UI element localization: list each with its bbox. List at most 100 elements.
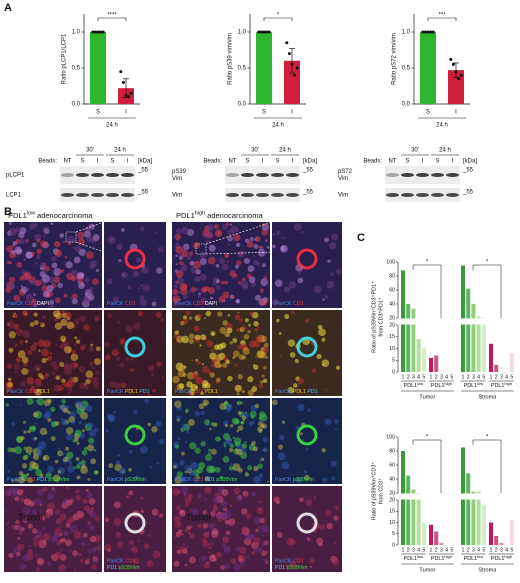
cell xyxy=(204,497,208,501)
cell xyxy=(23,362,28,367)
cell xyxy=(8,229,11,233)
cell xyxy=(39,515,46,521)
subgroup-sup: low xyxy=(477,381,483,386)
zoom-guide xyxy=(75,241,105,253)
cell xyxy=(227,314,231,317)
subgroup-label: PDL1low xyxy=(404,381,424,389)
cell xyxy=(237,344,243,350)
cell xyxy=(240,532,244,536)
cell xyxy=(222,543,227,548)
subgroup-name: PDL1 xyxy=(464,383,478,389)
x-tick-label: 1 xyxy=(430,547,433,553)
cell xyxy=(91,564,97,570)
subgroup-name: PDL1 xyxy=(431,556,445,562)
cell xyxy=(17,350,26,359)
cell xyxy=(251,492,257,497)
cell xyxy=(151,508,159,516)
cell xyxy=(7,447,13,453)
cell xyxy=(258,473,263,478)
x-tick-label: 5 xyxy=(482,547,485,553)
cell xyxy=(49,352,53,356)
cell xyxy=(263,447,269,453)
y-tick-label: 80 xyxy=(389,448,395,454)
blot-band xyxy=(61,193,74,197)
cell xyxy=(75,339,81,344)
blot-row-label: Vim xyxy=(172,193,182,199)
data-point xyxy=(426,30,430,34)
cell xyxy=(322,298,325,301)
cell xyxy=(212,496,221,504)
channel-label: PanCK pS39Vim xyxy=(275,477,314,483)
cell xyxy=(186,545,189,549)
cell xyxy=(176,335,184,343)
micrograph xyxy=(272,222,342,308)
cell xyxy=(188,316,193,320)
cell xyxy=(185,310,191,316)
significance: * xyxy=(486,260,489,266)
cell xyxy=(91,278,99,286)
cell xyxy=(202,379,209,387)
significance: **** xyxy=(107,13,117,19)
x-tick-label: 4 xyxy=(417,374,420,380)
cell xyxy=(90,458,97,465)
channel-label: PD1 pS39Vim xyxy=(107,565,140,571)
blot-band xyxy=(416,193,429,197)
cell xyxy=(190,391,195,396)
channel-label: PanCK CD3 xyxy=(275,301,303,307)
cell xyxy=(79,272,85,278)
y-axis-title: from CD3⁺ xyxy=(378,478,384,504)
cell xyxy=(258,383,264,388)
cell xyxy=(51,255,57,262)
subgroup-label: PDL1low xyxy=(464,381,484,389)
blot-band xyxy=(401,173,414,177)
cell xyxy=(194,478,199,483)
cell xyxy=(178,291,181,294)
marker-label: _55 xyxy=(137,168,149,174)
data-point xyxy=(431,30,435,34)
column-title: PDL1high adenocarcinoma xyxy=(176,211,263,220)
cell xyxy=(217,311,223,317)
cell xyxy=(325,510,332,517)
x-tick-label: 5 xyxy=(482,374,485,380)
cell xyxy=(65,446,70,451)
cell xyxy=(276,500,281,505)
cell xyxy=(191,372,199,380)
cell xyxy=(245,513,251,519)
cell xyxy=(8,552,14,559)
cell xyxy=(20,435,25,440)
channel-name: CD3 xyxy=(193,301,203,307)
cell xyxy=(84,559,90,565)
cell xyxy=(205,310,212,317)
unit-label: [kDa] xyxy=(303,159,317,165)
y-tick-label: 60 xyxy=(389,462,395,468)
cell xyxy=(175,263,178,266)
cell xyxy=(79,462,82,465)
cell xyxy=(192,260,201,269)
cell xyxy=(174,330,180,335)
cell xyxy=(326,522,333,530)
cell xyxy=(253,243,259,249)
cell xyxy=(65,427,74,435)
zoom-guide xyxy=(75,221,105,233)
cell xyxy=(227,229,234,236)
cell xyxy=(237,554,243,559)
x-tick-label: 5 xyxy=(510,374,513,380)
cell xyxy=(237,250,245,258)
data-point xyxy=(295,66,299,70)
cell xyxy=(202,510,207,515)
cell xyxy=(41,348,50,357)
cell xyxy=(195,269,201,275)
cell xyxy=(223,433,231,441)
cell xyxy=(80,459,86,465)
cell xyxy=(49,299,55,305)
blot-band xyxy=(446,193,459,197)
cell xyxy=(72,550,79,557)
cell xyxy=(229,424,234,428)
cell xyxy=(96,546,102,551)
cell xyxy=(229,448,234,453)
x-tick-label: S xyxy=(96,110,100,116)
x-tick-label: 5 xyxy=(450,374,453,380)
cell xyxy=(107,236,116,244)
cell xyxy=(184,464,192,472)
